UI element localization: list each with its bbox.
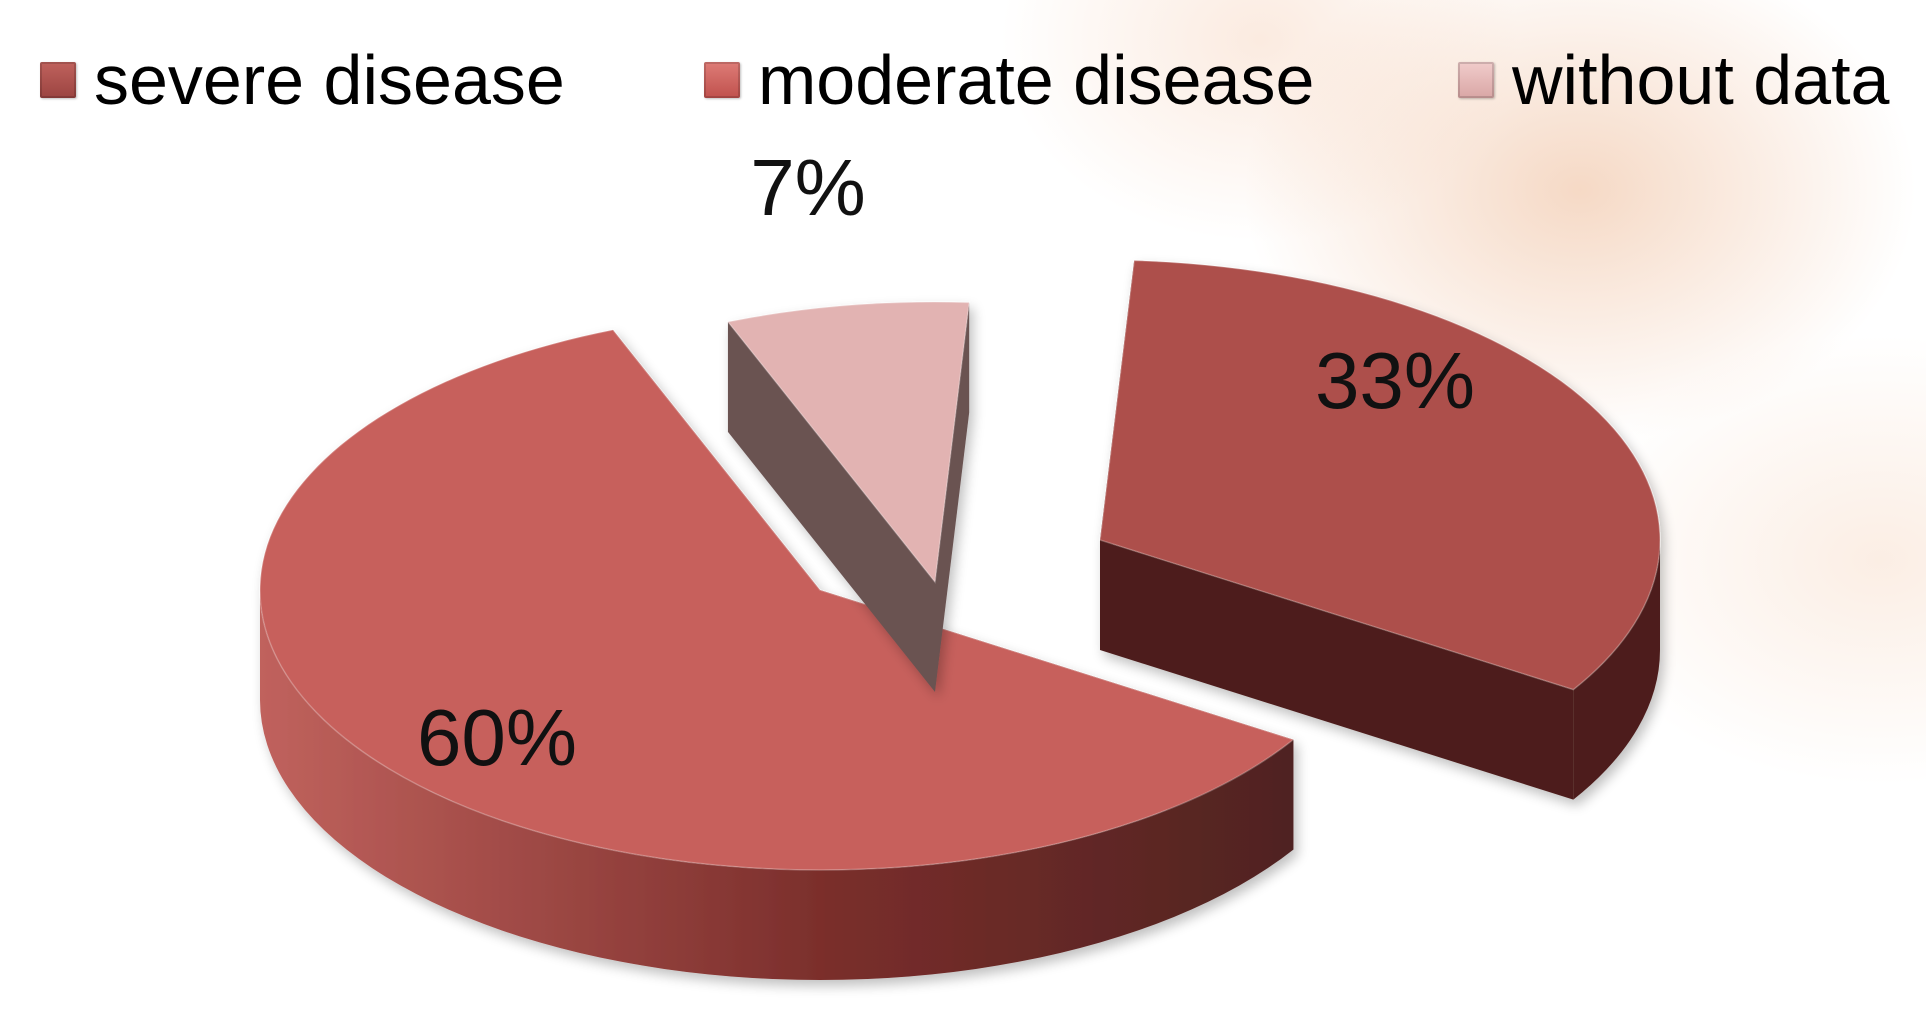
legend-item-severe-disease[interactable]: severe disease [40, 40, 565, 120]
legend-item-without-data[interactable]: without data [1458, 40, 1889, 120]
legend-label-without-data: without data [1512, 41, 1890, 119]
legend-swatch-moderate [704, 62, 740, 98]
pie-data-labels: 33% 60% 7% [417, 143, 1475, 782]
data-label-moderate-disease: 60% [417, 693, 577, 782]
legend-label-severe: severe disease [94, 41, 565, 119]
pie-slice-wall-severe-disease-1 [1100, 540, 1574, 800]
legend-swatch-without-data [1458, 62, 1494, 98]
pie-slice-severe-disease[interactable] [1099, 259, 1661, 800]
data-label-severe-disease: 33% [1315, 336, 1475, 425]
pie-slice-rim-moderate-disease-0 [260, 590, 1294, 980]
pie-slice-moderate-disease[interactable] [259, 329, 1295, 980]
legend-swatch-severe [40, 62, 76, 98]
pie-slice-top-severe-disease [1099, 259, 1661, 691]
data-label-without-data: 7% [750, 143, 866, 232]
pie-slices [259, 259, 1661, 980]
pie-slice-rim-severe-disease-0 [1573, 540, 1660, 800]
pie-slice-without-data[interactable] [726, 301, 971, 692]
pie-slice-wall-without-data-1 [935, 302, 970, 692]
chart-legend: severe disease moderate disease without … [0, 40, 1926, 120]
legend-item-moderate-disease[interactable]: moderate disease [704, 40, 1314, 120]
pie-slice-top-moderate-disease [259, 329, 1295, 871]
pie-slice-top-without-data [726, 301, 971, 584]
legend-label-moderate: moderate disease [758, 41, 1315, 119]
pie-slice-wall-without-data-0 [727, 321, 935, 692]
